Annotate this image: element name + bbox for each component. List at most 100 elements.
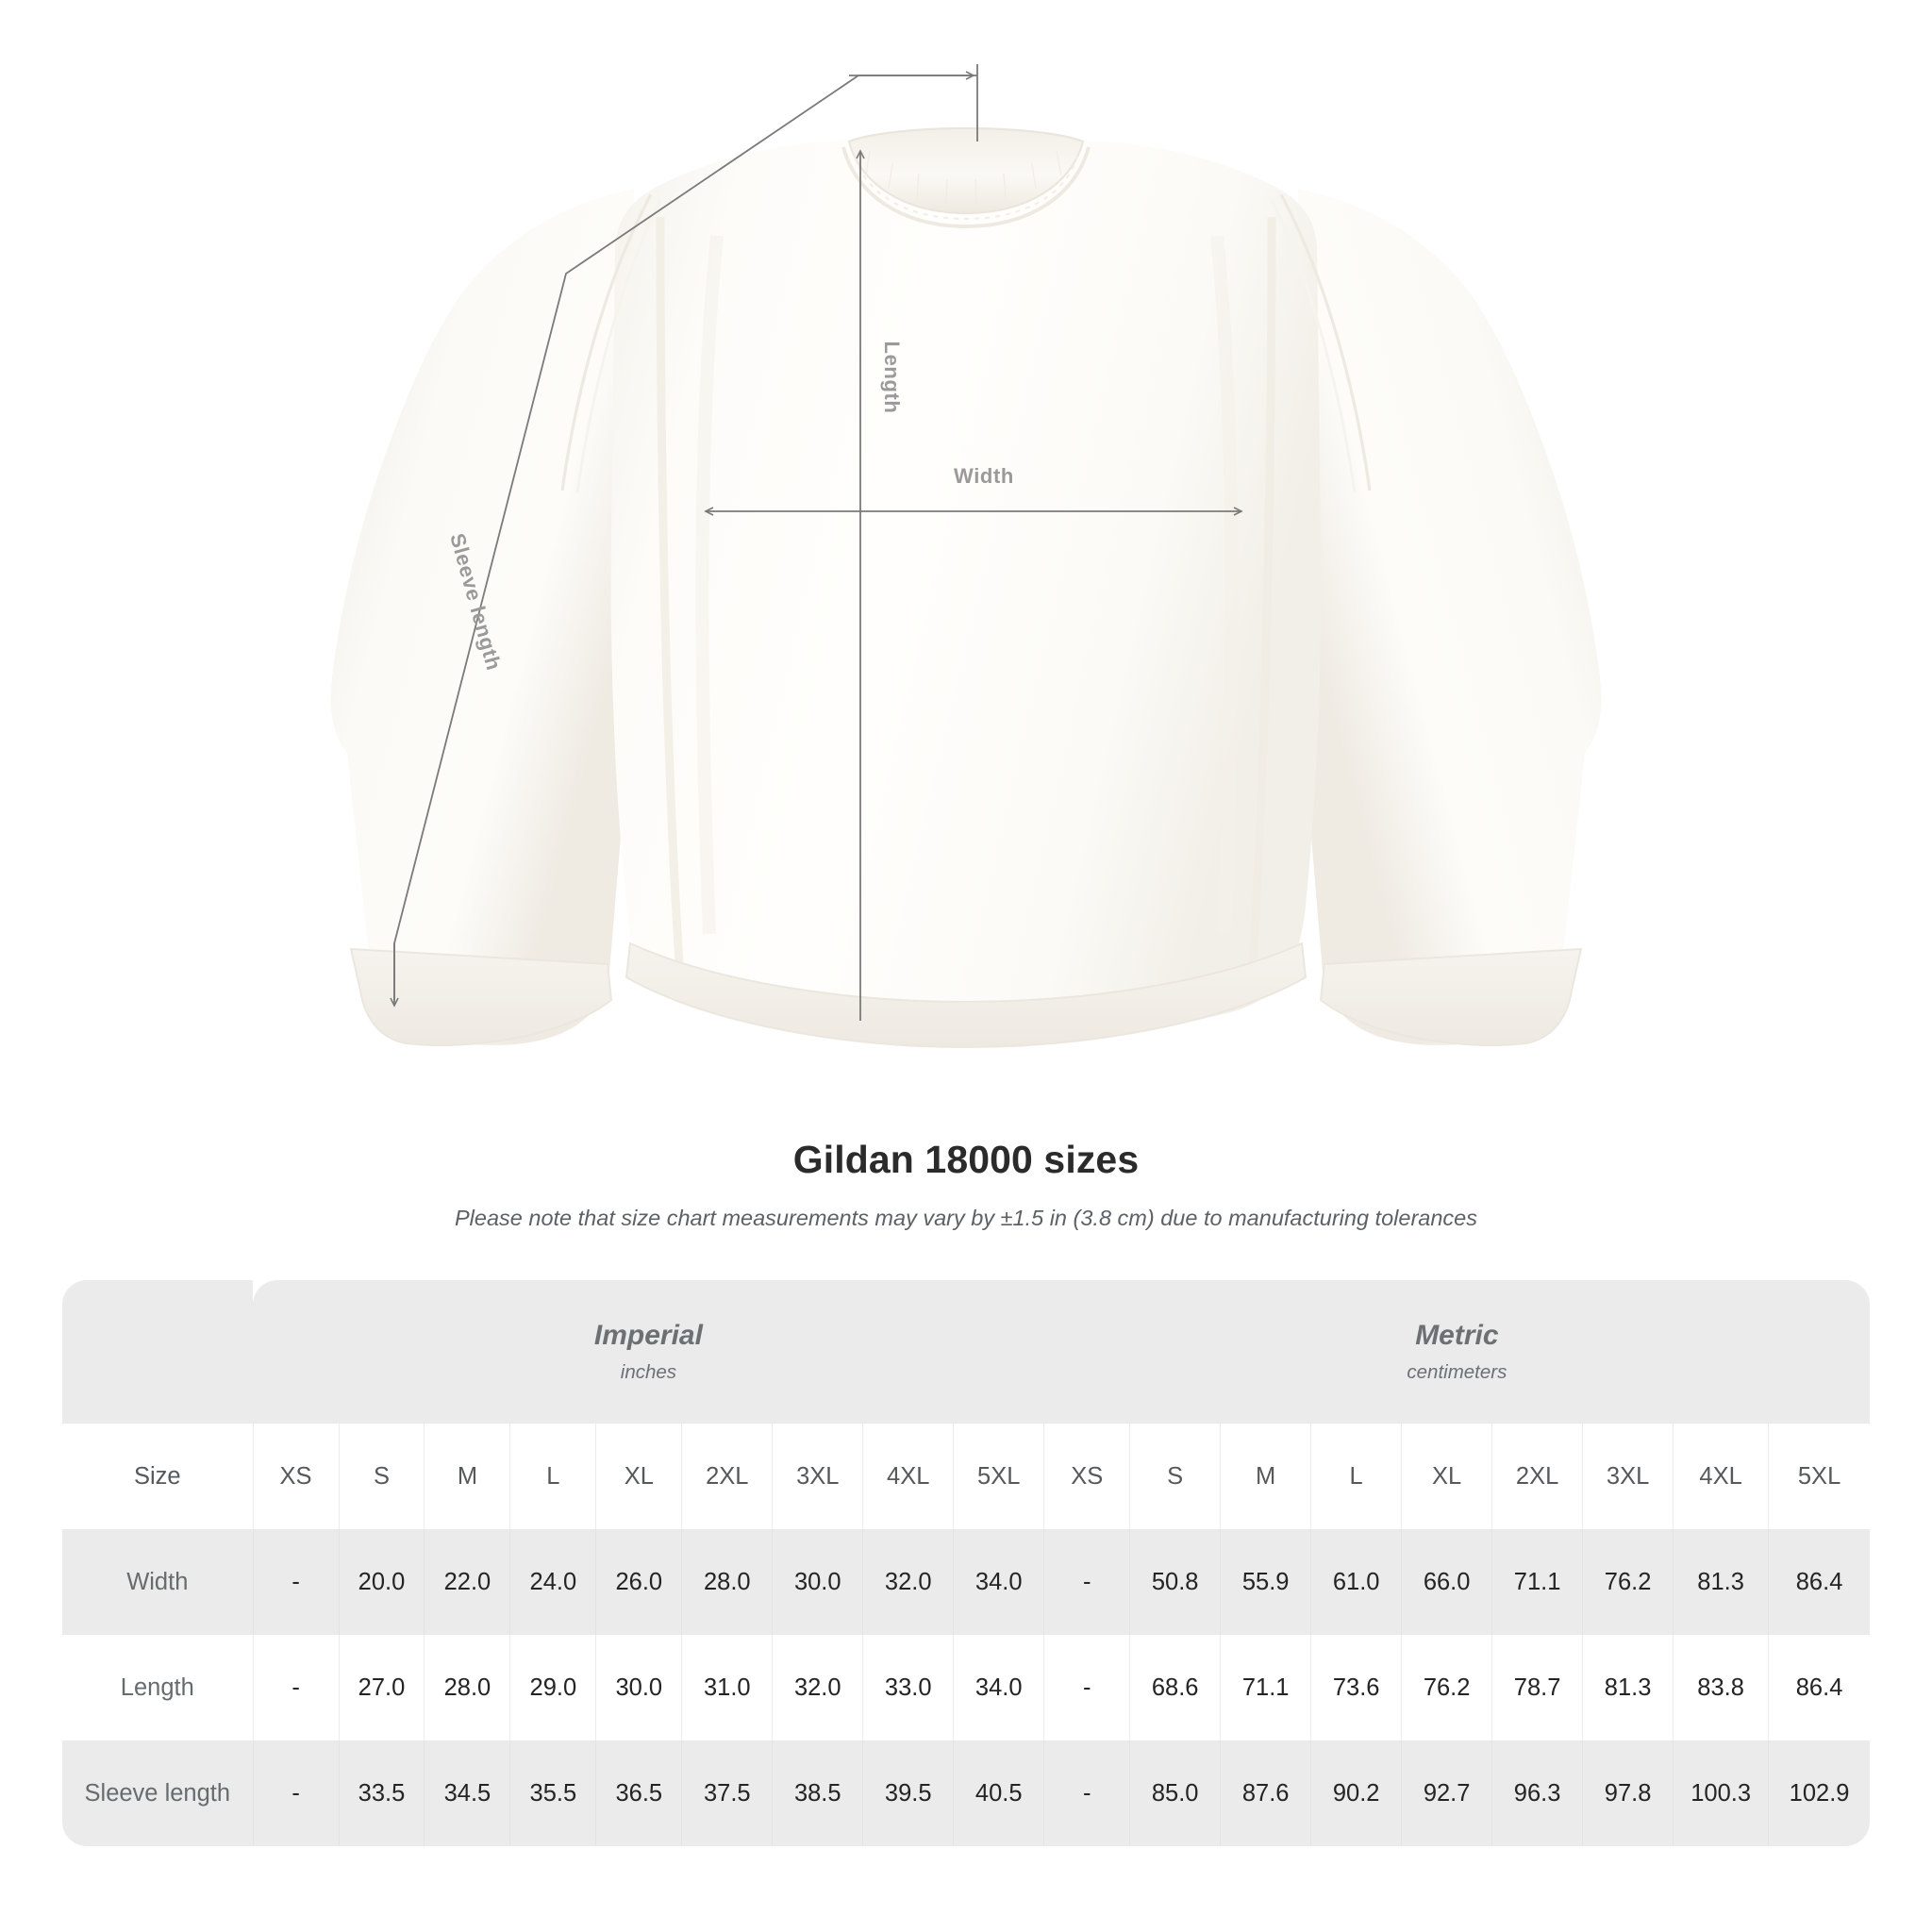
header-col-metric-2xl: 2XL — [1491, 1424, 1584, 1529]
garment-diagram-svg: Length Width Sleeve length — [330, 64, 1602, 1049]
cell-width-imperial-3xl: 30.0 — [772, 1529, 864, 1635]
sweatshirt-body — [610, 140, 1322, 1045]
cell-width-metric-l: 61.0 — [1310, 1529, 1403, 1635]
title-block: Gildan 18000 sizes Please note that size… — [0, 1137, 1932, 1233]
header-col-imperial-xs: XS — [253, 1424, 340, 1529]
header-col-imperial-2xl: 2XL — [681, 1424, 774, 1529]
row-label-width: Width — [62, 1529, 254, 1635]
cell-length-imperial-l: 29.0 — [509, 1635, 597, 1740]
unit-sub-imperial: inches — [620, 1360, 677, 1383]
cell-width-imperial-xl: 26.0 — [595, 1529, 683, 1635]
cell-sleeve-metric-xl: 92.7 — [1401, 1740, 1493, 1846]
cell-width-imperial-xs: - — [253, 1529, 340, 1635]
cell-width-metric-s: 50.8 — [1129, 1529, 1222, 1635]
length-label: Length — [880, 341, 904, 414]
cell-sleeve-metric-m: 87.6 — [1220, 1740, 1312, 1846]
unit-name-imperial: Imperial — [593, 1320, 703, 1352]
width-label: Width — [954, 464, 1014, 488]
page-subtitle: Please note that size chart measurements… — [455, 1206, 1477, 1231]
bottom-hem — [625, 941, 1307, 1049]
header-col-imperial-s: S — [339, 1424, 425, 1529]
unit-banner-row: Imperial inches Metric centimeters — [62, 1280, 1870, 1424]
cell-length-metric-xl: 76.2 — [1401, 1635, 1493, 1740]
collar — [847, 126, 1085, 215]
cell-sleeve-imperial-3xl: 38.5 — [772, 1740, 864, 1846]
cell-width-imperial-m: 22.0 — [424, 1529, 511, 1635]
header-col-imperial-3xl: 3XL — [772, 1424, 864, 1529]
unit-name-metric: Metric — [1415, 1320, 1499, 1352]
cell-length-imperial-xs: - — [253, 1635, 340, 1740]
page-title: Gildan 18000 sizes — [792, 1138, 1140, 1181]
header-col-metric-l: L — [1310, 1424, 1403, 1529]
unit-banner-spacer — [62, 1280, 254, 1424]
cell-sleeve-metric-s: 85.0 — [1129, 1740, 1222, 1846]
cell-sleeve-metric-2xl: 96.3 — [1491, 1740, 1584, 1846]
cell-length-metric-5xl: 86.4 — [1768, 1635, 1870, 1740]
cell-length-imperial-5xl: 34.0 — [953, 1635, 1045, 1740]
cell-length-metric-s: 68.6 — [1129, 1635, 1222, 1740]
cell-sleeve-metric-5xl: 102.9 — [1768, 1740, 1870, 1846]
cell-width-metric-m: 55.9 — [1220, 1529, 1312, 1635]
cell-width-imperial-l: 24.0 — [509, 1529, 597, 1635]
cell-width-imperial-2xl: 28.0 — [681, 1529, 774, 1635]
header-col-metric-xs: XS — [1043, 1424, 1131, 1529]
header-col-imperial-m: M — [424, 1424, 511, 1529]
cell-length-imperial-xl: 30.0 — [595, 1635, 683, 1740]
cell-sleeve-metric-3xl: 97.8 — [1582, 1740, 1674, 1846]
size-chart-table-wrapper: Imperial inches Metric centimeters Size … — [62, 1280, 1870, 1846]
cell-length-metric-3xl: 81.3 — [1582, 1635, 1674, 1740]
size-chart-table: Imperial inches Metric centimeters Size … — [62, 1280, 1870, 1846]
table-row: Sleeve length - 33.5 34.5 35.5 36.5 37.5… — [62, 1740, 1870, 1846]
cell-length-imperial-3xl: 32.0 — [772, 1635, 864, 1740]
cell-width-metric-xl: 66.0 — [1401, 1529, 1493, 1635]
cell-sleeve-metric-l: 90.2 — [1310, 1740, 1403, 1846]
row-label-sleeve-length: Sleeve length — [62, 1740, 254, 1846]
header-col-metric-xl: XL — [1401, 1424, 1493, 1529]
row-label-length: Length — [62, 1635, 254, 1740]
size-header-row: Size XS S M L XL 2XL 3XL 4XL 5XL XS S M … — [62, 1424, 1870, 1529]
cell-width-imperial-5xl: 34.0 — [953, 1529, 1045, 1635]
cell-sleeve-metric-4xl: 100.3 — [1673, 1740, 1770, 1846]
unit-banner-metric: Metric centimeters — [1043, 1280, 1870, 1424]
header-col-metric-4xl: 4XL — [1673, 1424, 1770, 1529]
cell-length-metric-4xl: 83.8 — [1673, 1635, 1770, 1740]
cell-length-imperial-m: 28.0 — [424, 1635, 511, 1740]
table-row: Width - 20.0 22.0 24.0 26.0 28.0 30.0 32… — [62, 1529, 1870, 1635]
cell-length-metric-l: 73.6 — [1310, 1635, 1403, 1740]
cell-length-metric-2xl: 78.7 — [1491, 1635, 1584, 1740]
header-col-imperial-l: L — [509, 1424, 597, 1529]
unit-sub-metric: centimeters — [1407, 1360, 1507, 1383]
cell-width-metric-xs: - — [1043, 1529, 1131, 1635]
header-size-label: Size — [62, 1424, 254, 1529]
right-sleeve — [1298, 189, 1602, 1046]
cell-length-metric-m: 71.1 — [1220, 1635, 1312, 1740]
cell-width-metric-4xl: 81.3 — [1673, 1529, 1770, 1635]
header-col-imperial-xl: XL — [595, 1424, 683, 1529]
cell-width-metric-3xl: 76.2 — [1582, 1529, 1674, 1635]
cell-width-metric-5xl: 86.4 — [1768, 1529, 1870, 1635]
cell-width-metric-2xl: 71.1 — [1491, 1529, 1584, 1635]
left-cuff — [349, 947, 613, 1046]
header-col-metric-m: M — [1220, 1424, 1312, 1529]
cell-sleeve-imperial-xl: 36.5 — [595, 1740, 683, 1846]
cell-sleeve-imperial-m: 34.5 — [424, 1740, 511, 1846]
table-row: Length - 27.0 28.0 29.0 30.0 31.0 32.0 3… — [62, 1635, 1870, 1740]
cell-length-imperial-s: 27.0 — [339, 1635, 425, 1740]
cell-sleeve-imperial-4xl: 39.5 — [862, 1740, 955, 1846]
cell-sleeve-imperial-5xl: 40.5 — [953, 1740, 1045, 1846]
cell-width-imperial-s: 20.0 — [339, 1529, 425, 1635]
cell-sleeve-imperial-2xl: 37.5 — [681, 1740, 774, 1846]
cell-sleeve-imperial-s: 33.5 — [339, 1740, 425, 1846]
cell-length-metric-xs: - — [1043, 1635, 1131, 1740]
cell-length-imperial-2xl: 31.0 — [681, 1635, 774, 1740]
header-col-metric-3xl: 3XL — [1582, 1424, 1674, 1529]
right-cuff — [1319, 947, 1583, 1046]
garment-diagram: Length Width Sleeve length — [330, 64, 1602, 1049]
cell-sleeve-imperial-xs: - — [253, 1740, 340, 1846]
cell-sleeve-metric-xs: - — [1043, 1740, 1131, 1846]
cell-length-imperial-4xl: 33.0 — [862, 1635, 955, 1740]
measurement-guides — [390, 64, 1243, 1021]
left-sleeve — [330, 189, 634, 1046]
header-col-metric-s: S — [1129, 1424, 1222, 1529]
